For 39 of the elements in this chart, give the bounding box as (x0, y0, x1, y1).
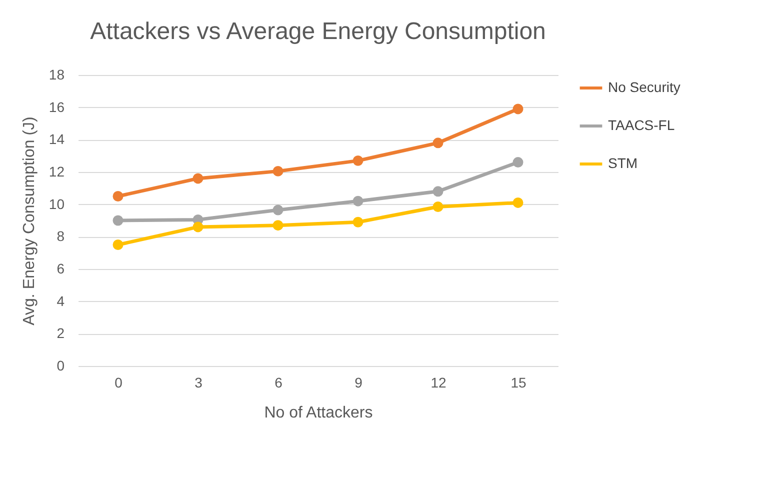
y-tick-label: 6 (56, 260, 65, 276)
point (352, 196, 364, 206)
y-tick-label: 10 (48, 196, 65, 212)
point (272, 204, 284, 216)
point (432, 186, 444, 197)
y-tick-label: 14 (48, 131, 65, 148)
point (272, 220, 284, 231)
y-axis-title: Avg. Energy Consumption (J) (20, 116, 38, 326)
chart-title: Attackers vs Average Energy Consumption (90, 18, 546, 45)
point (432, 138, 444, 148)
point (112, 215, 124, 226)
point (512, 197, 524, 208)
x-tick-label: 15 (510, 374, 526, 390)
legend-label: TAACS-FL (608, 117, 675, 133)
y-tick-label: 8 (56, 228, 65, 244)
y-tick-label: 4 (56, 292, 65, 309)
point (192, 173, 204, 184)
point (432, 202, 444, 212)
x-axis-title: No of Attackers (264, 404, 373, 422)
point (112, 240, 124, 250)
point (272, 166, 284, 176)
legend-label: STM (608, 155, 638, 171)
x-tick-label: 3 (194, 374, 203, 390)
point (512, 104, 524, 114)
point (512, 157, 524, 168)
point (192, 222, 204, 232)
y-tick-label: 2 (56, 325, 65, 342)
x-tick-label: 12 (430, 374, 446, 390)
point (352, 155, 364, 166)
y-tick-label: 16 (48, 98, 65, 115)
x-tick-label: 9 (354, 374, 363, 390)
y-tick-label: 18 (48, 66, 65, 82)
point (112, 191, 124, 202)
point (352, 216, 364, 228)
y-tick-label: 12 (48, 164, 65, 180)
x-tick-label: 6 (274, 374, 283, 390)
y-tick-label: 0 (56, 358, 65, 374)
legend-label: No Security (608, 79, 680, 95)
x-tick-label: 0 (114, 374, 123, 390)
